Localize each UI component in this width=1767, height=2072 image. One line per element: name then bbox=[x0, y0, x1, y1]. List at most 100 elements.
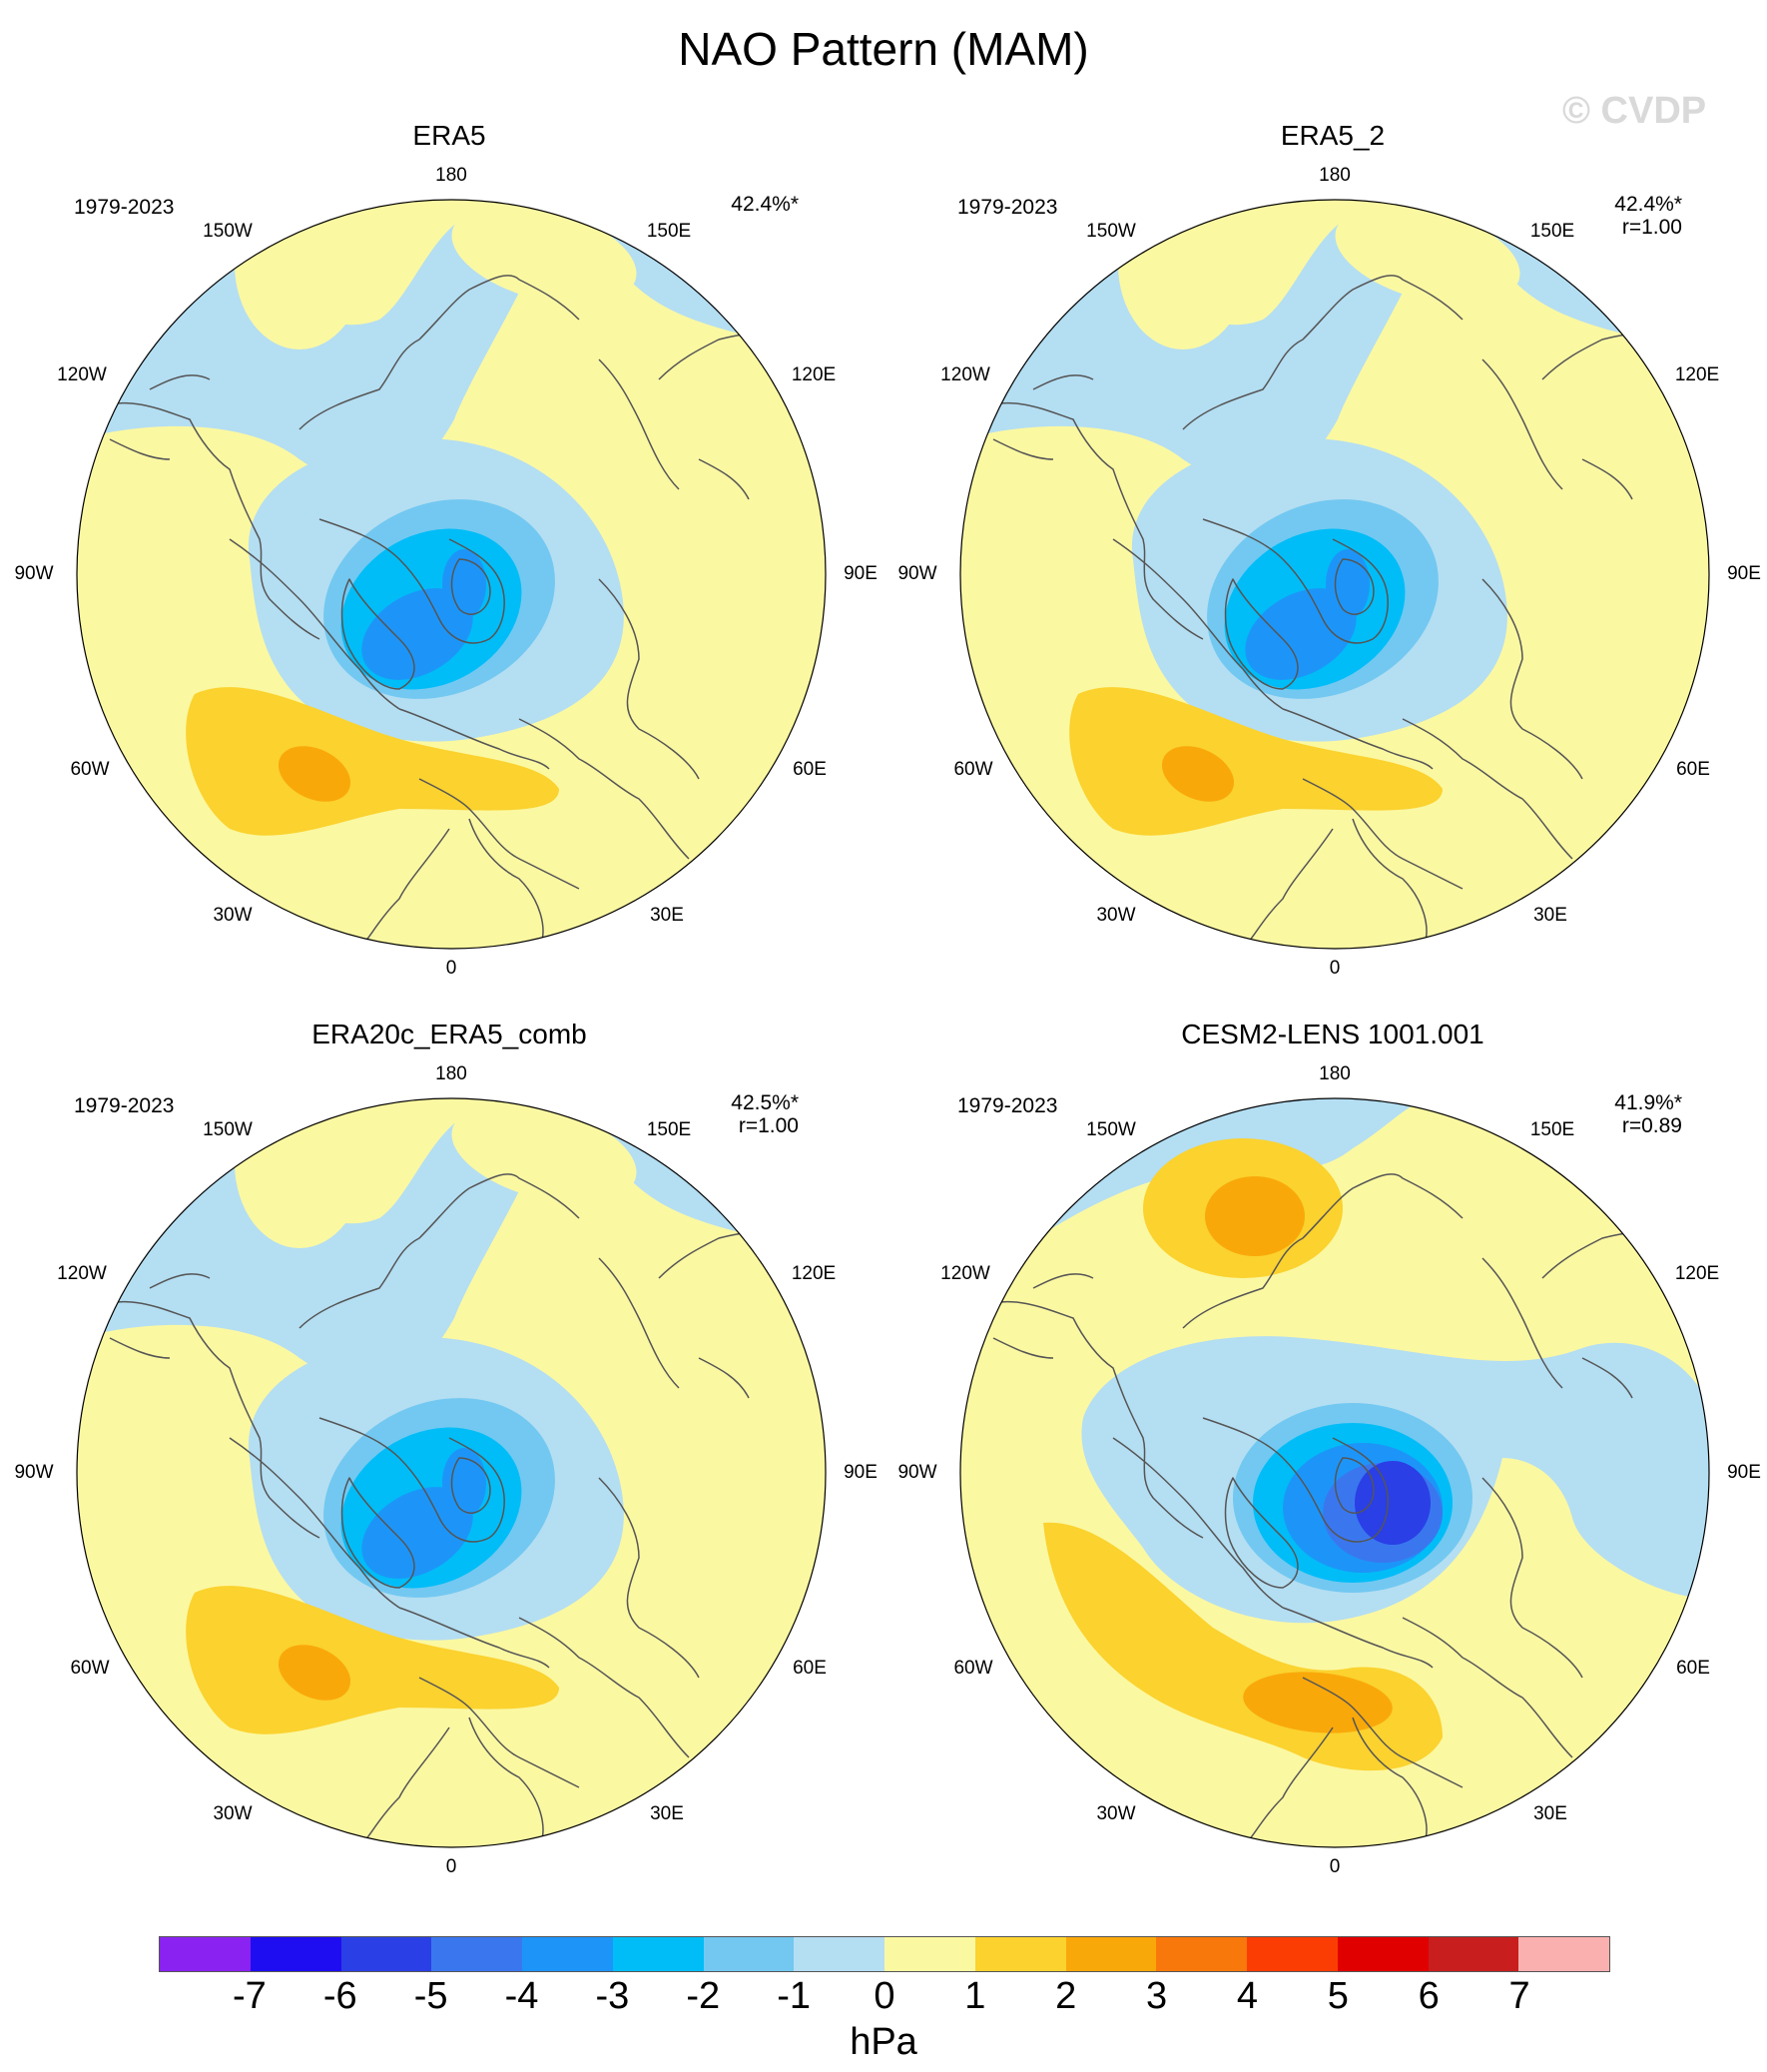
longitude-label: 150E bbox=[1529, 221, 1575, 242]
longitude-label: 60E bbox=[1676, 1658, 1710, 1679]
colorbar-tick-label: -7 bbox=[232, 1975, 267, 2017]
longitude-label: 150E bbox=[1529, 1119, 1575, 1140]
longitude-label: 60W bbox=[953, 759, 993, 780]
colorbar-cell bbox=[794, 1937, 884, 1971]
pattern-correlation: r=0.89 bbox=[1621, 1114, 1682, 1137]
longitude-label: 150W bbox=[203, 1119, 253, 1140]
longitude-label: 90W bbox=[14, 1462, 54, 1483]
colorbar-tick-label: -4 bbox=[504, 1975, 539, 2017]
longitude-label: 120W bbox=[57, 364, 107, 385]
longitude-label: 60E bbox=[1676, 759, 1710, 780]
longitude-label: 30E bbox=[650, 905, 684, 926]
panel-stats: 42.5%* r=1.00 bbox=[649, 1091, 799, 1137]
colorbar bbox=[159, 1936, 1610, 1972]
colorbar-cell bbox=[974, 1937, 1066, 1971]
polar-map bbox=[76, 1097, 827, 1848]
longitude-label: 120W bbox=[57, 1263, 107, 1284]
longitude-label: 120E bbox=[791, 1263, 837, 1284]
variance-explained: 42.4%* bbox=[731, 193, 799, 216]
colorbar-cell bbox=[160, 1937, 251, 1971]
colorbar-tick-label: 1 bbox=[964, 1975, 986, 2017]
colorbar-tick-label: 2 bbox=[1055, 1975, 1077, 2017]
colorbar-tick-label: -3 bbox=[595, 1975, 630, 2017]
longitude-label: 90E bbox=[1727, 563, 1761, 584]
colorbar-cell bbox=[884, 1937, 975, 1971]
longitude-label: 180 bbox=[1319, 1063, 1351, 1084]
longitude-label: 90W bbox=[897, 563, 937, 584]
panel-stats: 42.4%* bbox=[649, 193, 799, 216]
panel-years: 1979-2023 bbox=[74, 1094, 175, 1117]
longitude-label: 180 bbox=[435, 165, 467, 186]
figure-title: NAO Pattern (MAM) bbox=[678, 23, 1089, 75]
colorbar-cell bbox=[340, 1937, 432, 1971]
colorbar-cell bbox=[1065, 1937, 1157, 1971]
longitude-label: 60W bbox=[70, 759, 110, 780]
colorbar-cell bbox=[1518, 1937, 1609, 1971]
panel-years: 1979-2023 bbox=[957, 1094, 1058, 1117]
longitude-label: 150W bbox=[1086, 221, 1136, 242]
colorbar-tick-label: 0 bbox=[874, 1975, 895, 2017]
longitude-label: 90E bbox=[844, 563, 878, 584]
panel-title: CESM2-LENS 1001.001 bbox=[1181, 1019, 1484, 1049]
colorbar-cell bbox=[703, 1937, 795, 1971]
panel-stats: 42.4%* r=1.00 bbox=[1532, 193, 1682, 239]
variance-explained: 41.9%* bbox=[1614, 1091, 1682, 1114]
longitude-label: 30E bbox=[1533, 1803, 1567, 1824]
colorbar-tick-label: 7 bbox=[1508, 1975, 1530, 2017]
colorbar-tick-label: 3 bbox=[1146, 1975, 1168, 2017]
panel-years: 1979-2023 bbox=[957, 196, 1058, 219]
colorbar-cell bbox=[431, 1937, 522, 1971]
map-panel-4: CESM2-LENS 1001.001 1979-2023 41.9%* r=0… bbox=[884, 899, 1767, 1877]
colorbar-cell bbox=[1156, 1937, 1247, 1971]
pattern-correlation: r=1.00 bbox=[738, 1114, 799, 1137]
panel-title: ERA5 bbox=[412, 120, 486, 151]
longitude-label: 60W bbox=[70, 1658, 110, 1679]
longitude-label: 90W bbox=[14, 563, 54, 584]
colorbar-tick-label: 5 bbox=[1327, 1975, 1349, 2017]
cvdp-watermark: © CVDP bbox=[1562, 90, 1707, 132]
colorbar-cell bbox=[1247, 1937, 1338, 1971]
longitude-label: 60E bbox=[793, 1658, 827, 1679]
longitude-label: 90E bbox=[1727, 1462, 1761, 1483]
longitude-label: 30W bbox=[213, 1803, 253, 1824]
longitude-label: 90W bbox=[897, 1462, 937, 1483]
colorbar-cell bbox=[1428, 1937, 1519, 1971]
longitude-label: 120E bbox=[791, 364, 837, 385]
longitude-label: 150W bbox=[1086, 1119, 1136, 1140]
colorbar-cell bbox=[612, 1937, 704, 1971]
longitude-label: 180 bbox=[435, 1063, 467, 1084]
longitude-label: 120W bbox=[940, 364, 990, 385]
polar-map bbox=[76, 199, 827, 950]
longitude-label: 30E bbox=[650, 1803, 684, 1824]
pattern-correlation: r=1.00 bbox=[1621, 216, 1682, 239]
colorbar-tick-label: 6 bbox=[1418, 1975, 1440, 2017]
colorbar-cell bbox=[1337, 1937, 1429, 1971]
colorbar-tick-label: -2 bbox=[686, 1975, 721, 2017]
map-panel-1: ERA5 1979-2023 42.4%* 180 150E 120E 90E 60E 3… bbox=[0, 0, 884, 979]
longitude-label: 120E bbox=[1674, 364, 1720, 385]
longitude-label: 30W bbox=[1096, 905, 1136, 926]
panel-stats: 41.9%* r=0.89 bbox=[1532, 1091, 1682, 1137]
longitude-label: 30E bbox=[1533, 905, 1567, 926]
longitude-label: 90E bbox=[844, 1462, 878, 1483]
longitude-label: 150E bbox=[646, 1119, 692, 1140]
longitude-label: 60E bbox=[793, 759, 827, 780]
polar-map bbox=[959, 199, 1710, 950]
variance-explained: 42.4%* bbox=[1614, 193, 1682, 216]
longitude-label: 120W bbox=[940, 1263, 990, 1284]
panel-years: 1979-2023 bbox=[74, 196, 175, 219]
colorbar-tick-label: -1 bbox=[777, 1975, 812, 2017]
longitude-label: 150W bbox=[203, 221, 253, 242]
colorbar-cell bbox=[522, 1937, 613, 1971]
panel-title: ERA5_2 bbox=[1280, 120, 1386, 151]
colorbar-cell bbox=[250, 1937, 341, 1971]
longitude-label: 60W bbox=[953, 1658, 993, 1679]
longitude-label: 30W bbox=[213, 905, 253, 926]
polar-map bbox=[959, 1097, 1710, 1848]
longitude-label: 30W bbox=[1096, 1803, 1136, 1824]
longitude-label: 0 bbox=[1329, 958, 1341, 979]
longitude-label: 0 bbox=[445, 1856, 457, 1877]
colorbar-tick-label: -5 bbox=[413, 1975, 448, 2017]
longitude-label: 0 bbox=[445, 958, 457, 979]
longitude-label: 180 bbox=[1319, 165, 1351, 186]
